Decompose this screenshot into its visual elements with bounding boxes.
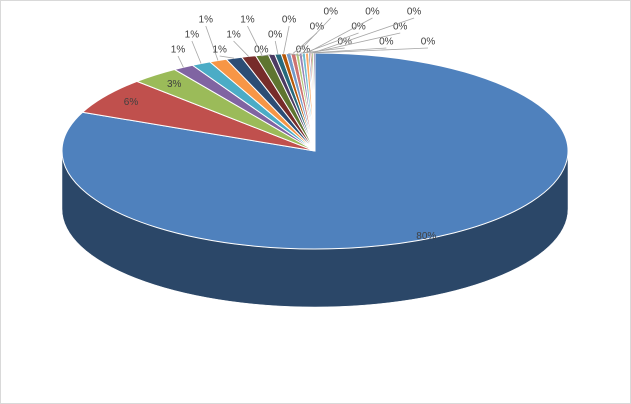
- leader-line: [219, 55, 234, 59]
- data-label: 0%: [254, 45, 269, 56]
- leader-line: [191, 40, 202, 64]
- leader-line: [309, 47, 387, 54]
- data-label: 0%: [365, 7, 380, 18]
- data-label: 1%: [240, 15, 255, 26]
- leader-line: [314, 47, 429, 54]
- leader-line: [306, 17, 373, 54]
- leader-line: [274, 40, 279, 55]
- data-label: 1%: [171, 45, 186, 56]
- data-label: 1%: [226, 30, 241, 41]
- leader-line: [261, 54, 272, 57]
- data-label: 3%: [167, 79, 182, 90]
- leader-line: [247, 25, 263, 56]
- leader-line: [310, 32, 401, 54]
- leader-line: [283, 25, 290, 54]
- data-label: 1%: [212, 45, 227, 56]
- leader-line: [233, 40, 249, 57]
- data-label: 0%: [324, 7, 339, 18]
- data-label: 0%: [268, 30, 283, 41]
- leader-line: [177, 55, 184, 68]
- leader-line: [296, 17, 332, 54]
- data-label: 0%: [282, 15, 297, 26]
- data-label: 0%: [379, 37, 394, 48]
- data-label: 0%: [351, 22, 366, 33]
- leader-line: [288, 53, 304, 57]
- data-label: 0%: [407, 7, 422, 18]
- data-label: 0%: [393, 22, 408, 33]
- data-label: 0%: [421, 37, 436, 48]
- data-label: 0%: [296, 45, 311, 56]
- data-label: 1%: [199, 15, 214, 26]
- data-label: 0%: [310, 22, 325, 33]
- leader-line: [312, 17, 415, 54]
- data-label: 1%: [185, 30, 200, 41]
- data-label: 6%: [124, 97, 139, 108]
- leader-line: [205, 25, 219, 61]
- data-label: 80%: [416, 231, 436, 242]
